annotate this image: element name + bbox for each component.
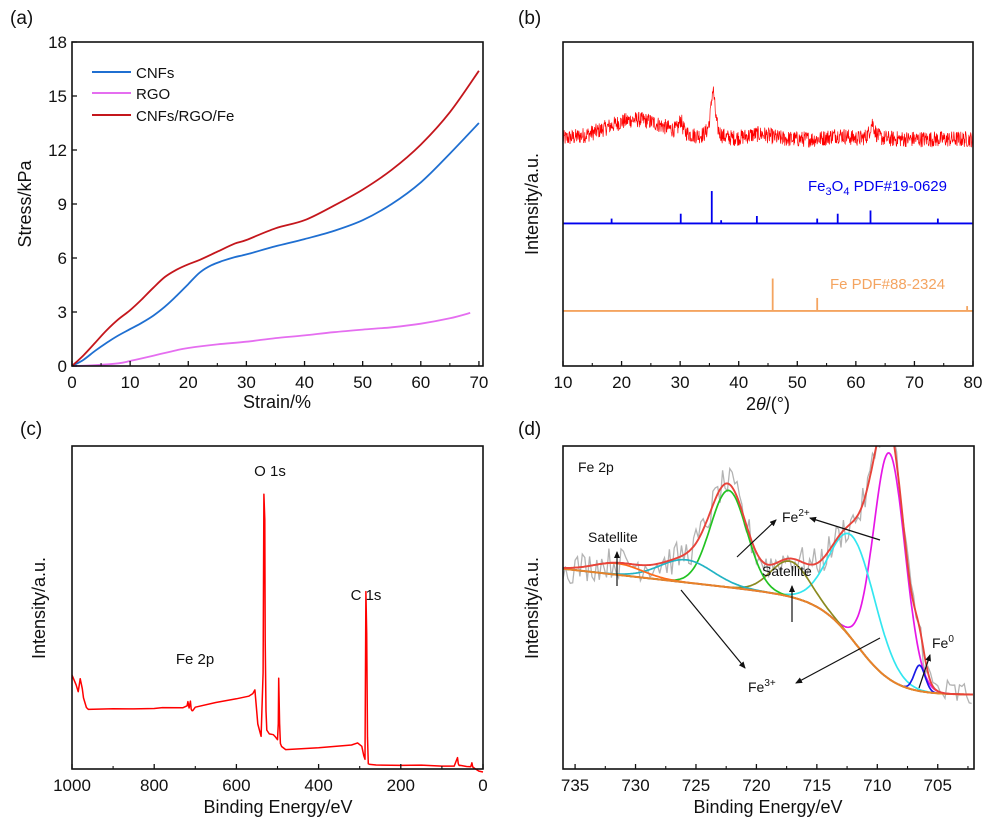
- x-tick-label: 60: [411, 373, 430, 392]
- x-tick-label: 30: [237, 373, 256, 392]
- arrow-fe3plus-left: [680, 589, 746, 669]
- panel-b-xrd: (b) 10 20 30 40 50 60 70 80 2θ/(°) Intensity/a.…: [518, 8, 982, 414]
- fe3o4-reference-label: Fe3O4 PDF#19-0629: [808, 178, 947, 198]
- panel-label: (c): [20, 419, 42, 440]
- legend-label-cnfs: CNFs: [136, 65, 174, 82]
- x-tick-label: 60: [846, 373, 865, 392]
- x-tick-label: 20: [179, 373, 198, 392]
- x-axis-ticks: 735 730 725 720 715 710 705: [561, 764, 969, 795]
- legend-label-composite: CNFs/RGO/Fe: [136, 108, 234, 125]
- plot-frame: [562, 445, 975, 770]
- series-group: [71, 493, 484, 773]
- annotation-fe2plus: Fe2+: [782, 508, 810, 525]
- x-tick-label: 725: [682, 776, 710, 795]
- series-group: [71, 70, 480, 367]
- x-tick-label: 80: [964, 373, 983, 392]
- x-tick-label: 30: [671, 373, 690, 392]
- plot-frame: [71, 445, 484, 770]
- series-group: [562, 86, 974, 312]
- arrow-fe3plus-right: [795, 637, 881, 684]
- x-tick-label: 40: [729, 373, 748, 392]
- panel-c-xps-survey: (c) 1000 800 600 400 200 0 Binding Energy/eV …: [20, 419, 488, 817]
- x-tick-label: 705: [924, 776, 952, 795]
- x-tick-label: 20: [612, 373, 631, 392]
- component-fe3-2p3-2: [563, 532, 973, 696]
- x-tick-label: 720: [742, 776, 770, 795]
- series-line-sample-xrd: [562, 86, 974, 148]
- x-tick-label: 70: [905, 373, 924, 392]
- annotation-arrows: [614, 516, 931, 689]
- x-axis-ticks: 0 10 20 30 40 50 60 70: [67, 361, 488, 392]
- series-line-xps-survey: [71, 493, 484, 773]
- x-tick-label: 200: [387, 776, 415, 795]
- x-axis-label: Strain/%: [243, 392, 311, 412]
- y-axis-label: Stress/kPa: [15, 159, 35, 247]
- x-axis-label: 2θ/(°): [746, 394, 790, 414]
- y-tick-label: 0: [58, 357, 67, 376]
- series-line-cnfs-rgo-fe: [71, 70, 480, 367]
- x-tick-label: 10: [121, 373, 140, 392]
- panel-label: (b): [518, 8, 541, 29]
- annotation-fe3plus: Fe3+: [748, 678, 776, 695]
- x-axis-ticks: 10 20 30 40 50 60 70 80: [554, 361, 983, 392]
- series-line-raw-data: [563, 446, 972, 705]
- x-tick-label: 50: [788, 373, 807, 392]
- y-tick-label: 9: [58, 195, 67, 214]
- x-axis-label: Binding Energy/eV: [203, 797, 352, 817]
- series-line-envelope: [563, 446, 973, 696]
- x-tick-label: 715: [803, 776, 831, 795]
- x-tick-label: 710: [863, 776, 891, 795]
- y-tick-label: 18: [48, 33, 67, 52]
- arrow-fe2plus-left: [736, 519, 777, 558]
- x-tick-label: 0: [478, 776, 487, 795]
- x-tick-label: 735: [561, 776, 589, 795]
- y-tick-label: 6: [58, 249, 67, 268]
- annotation-c1s: C 1s: [351, 587, 382, 604]
- x-axis-label: Binding Energy/eV: [693, 797, 842, 817]
- annotation-fe0: Fe0: [932, 634, 954, 651]
- y-tick-label: 15: [48, 87, 67, 106]
- y-axis-label: Intensity/a.u.: [29, 557, 49, 659]
- series-line-rgo: [71, 312, 471, 367]
- series-group: [563, 446, 973, 705]
- x-tick-label: 800: [140, 776, 168, 795]
- x-tick-label: 400: [304, 776, 332, 795]
- x-tick-label: 50: [353, 373, 372, 392]
- y-axis-label: Intensity/a.u.: [522, 557, 542, 659]
- annotation-satellite-1: Satellite: [588, 529, 638, 545]
- x-tick-label: 730: [621, 776, 649, 795]
- y-axis-ticks: 0 3 6 9 12 15 18: [48, 33, 77, 376]
- annotation-fe2p: Fe 2p: [578, 459, 614, 475]
- series-line-cnfs: [71, 122, 480, 367]
- legend-label-rgo: RGO: [136, 86, 170, 103]
- reference-pattern-fe-pdf-88-2324: [563, 278, 973, 312]
- annotation-satellite-2: Satellite: [762, 563, 812, 579]
- y-tick-label: 12: [48, 141, 67, 160]
- panel-label: (a): [10, 8, 33, 29]
- plot-frame: [562, 41, 974, 367]
- x-tick-label: 70: [469, 373, 488, 392]
- x-tick-label: 40: [295, 373, 314, 392]
- arrow-fe0: [918, 654, 931, 689]
- x-tick-label: 10: [554, 373, 573, 392]
- x-tick-label: 600: [222, 776, 250, 795]
- panel-label: (d): [518, 419, 541, 440]
- annotation-fe2p: Fe 2p: [176, 651, 214, 668]
- y-tick-label: 3: [58, 303, 67, 322]
- fe-reference-label: Fe PDF#88-2324: [830, 276, 945, 293]
- y-axis-label: Intensity/a.u.: [522, 153, 542, 255]
- series-line-background: [563, 567, 973, 696]
- arrow-fe2plus-right: [809, 516, 881, 541]
- annotation-o1s: O 1s: [254, 463, 286, 480]
- x-tick-label: 0: [67, 373, 76, 392]
- panel-d-fe2p: (d) 735 730 725 720 715 710 705 Binding Energy…: [518, 419, 975, 817]
- plot-frame: [71, 41, 484, 367]
- x-axis-ticks: 1000 800 600 400 200 0: [53, 764, 488, 795]
- legend: CNFs RGO CNFs/RGO/Fe: [92, 65, 234, 125]
- reference-pattern-fe3o4-pdf-19-0629: [563, 191, 973, 225]
- x-tick-label: 1000: [53, 776, 91, 795]
